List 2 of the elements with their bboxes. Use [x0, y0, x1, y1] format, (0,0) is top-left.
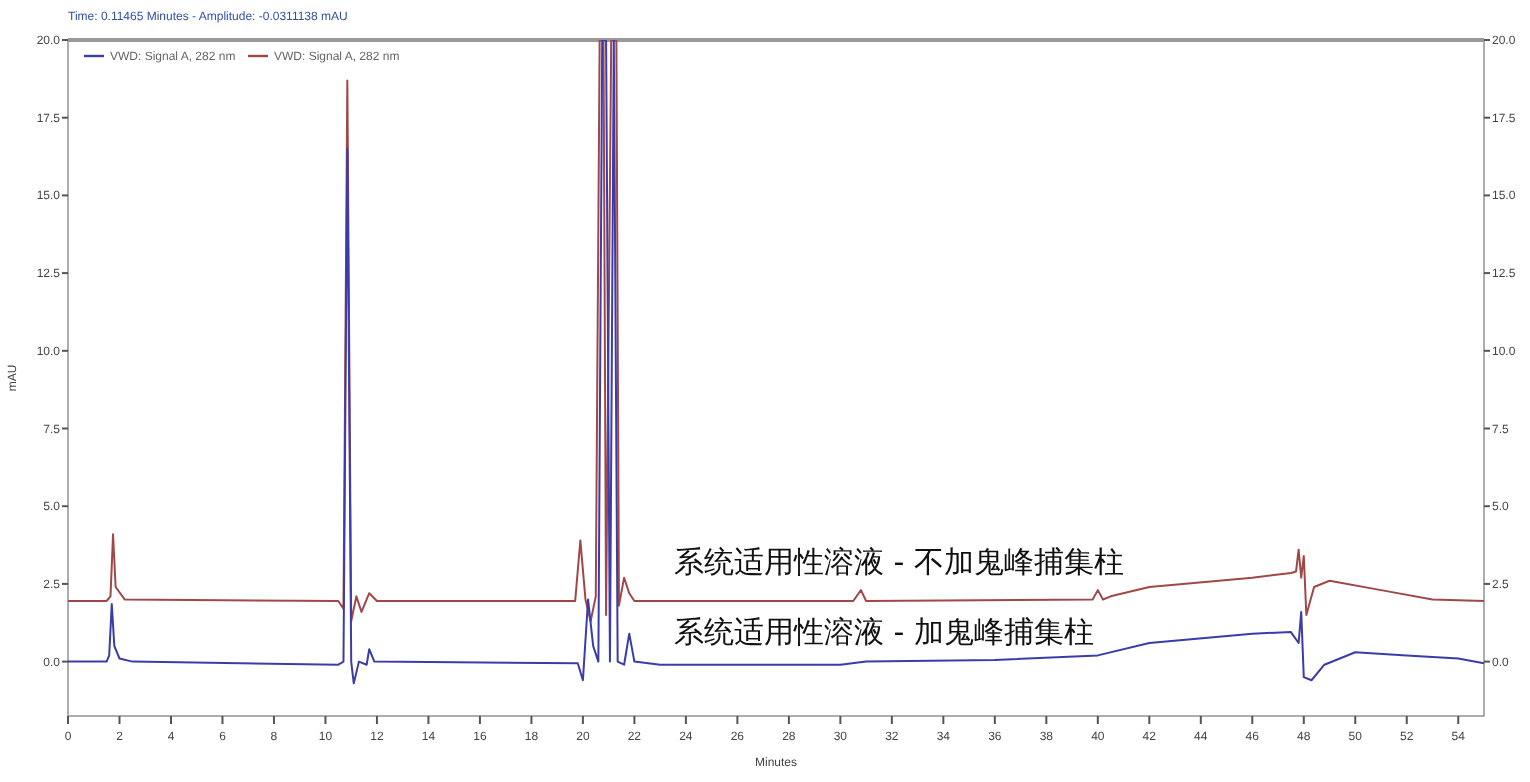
annotation: 系统适用性溶液 - 不加鬼峰捕集柱 [674, 544, 1124, 580]
annotation: 系统适用性溶液 - 加鬼峰捕集柱 [674, 614, 1094, 650]
